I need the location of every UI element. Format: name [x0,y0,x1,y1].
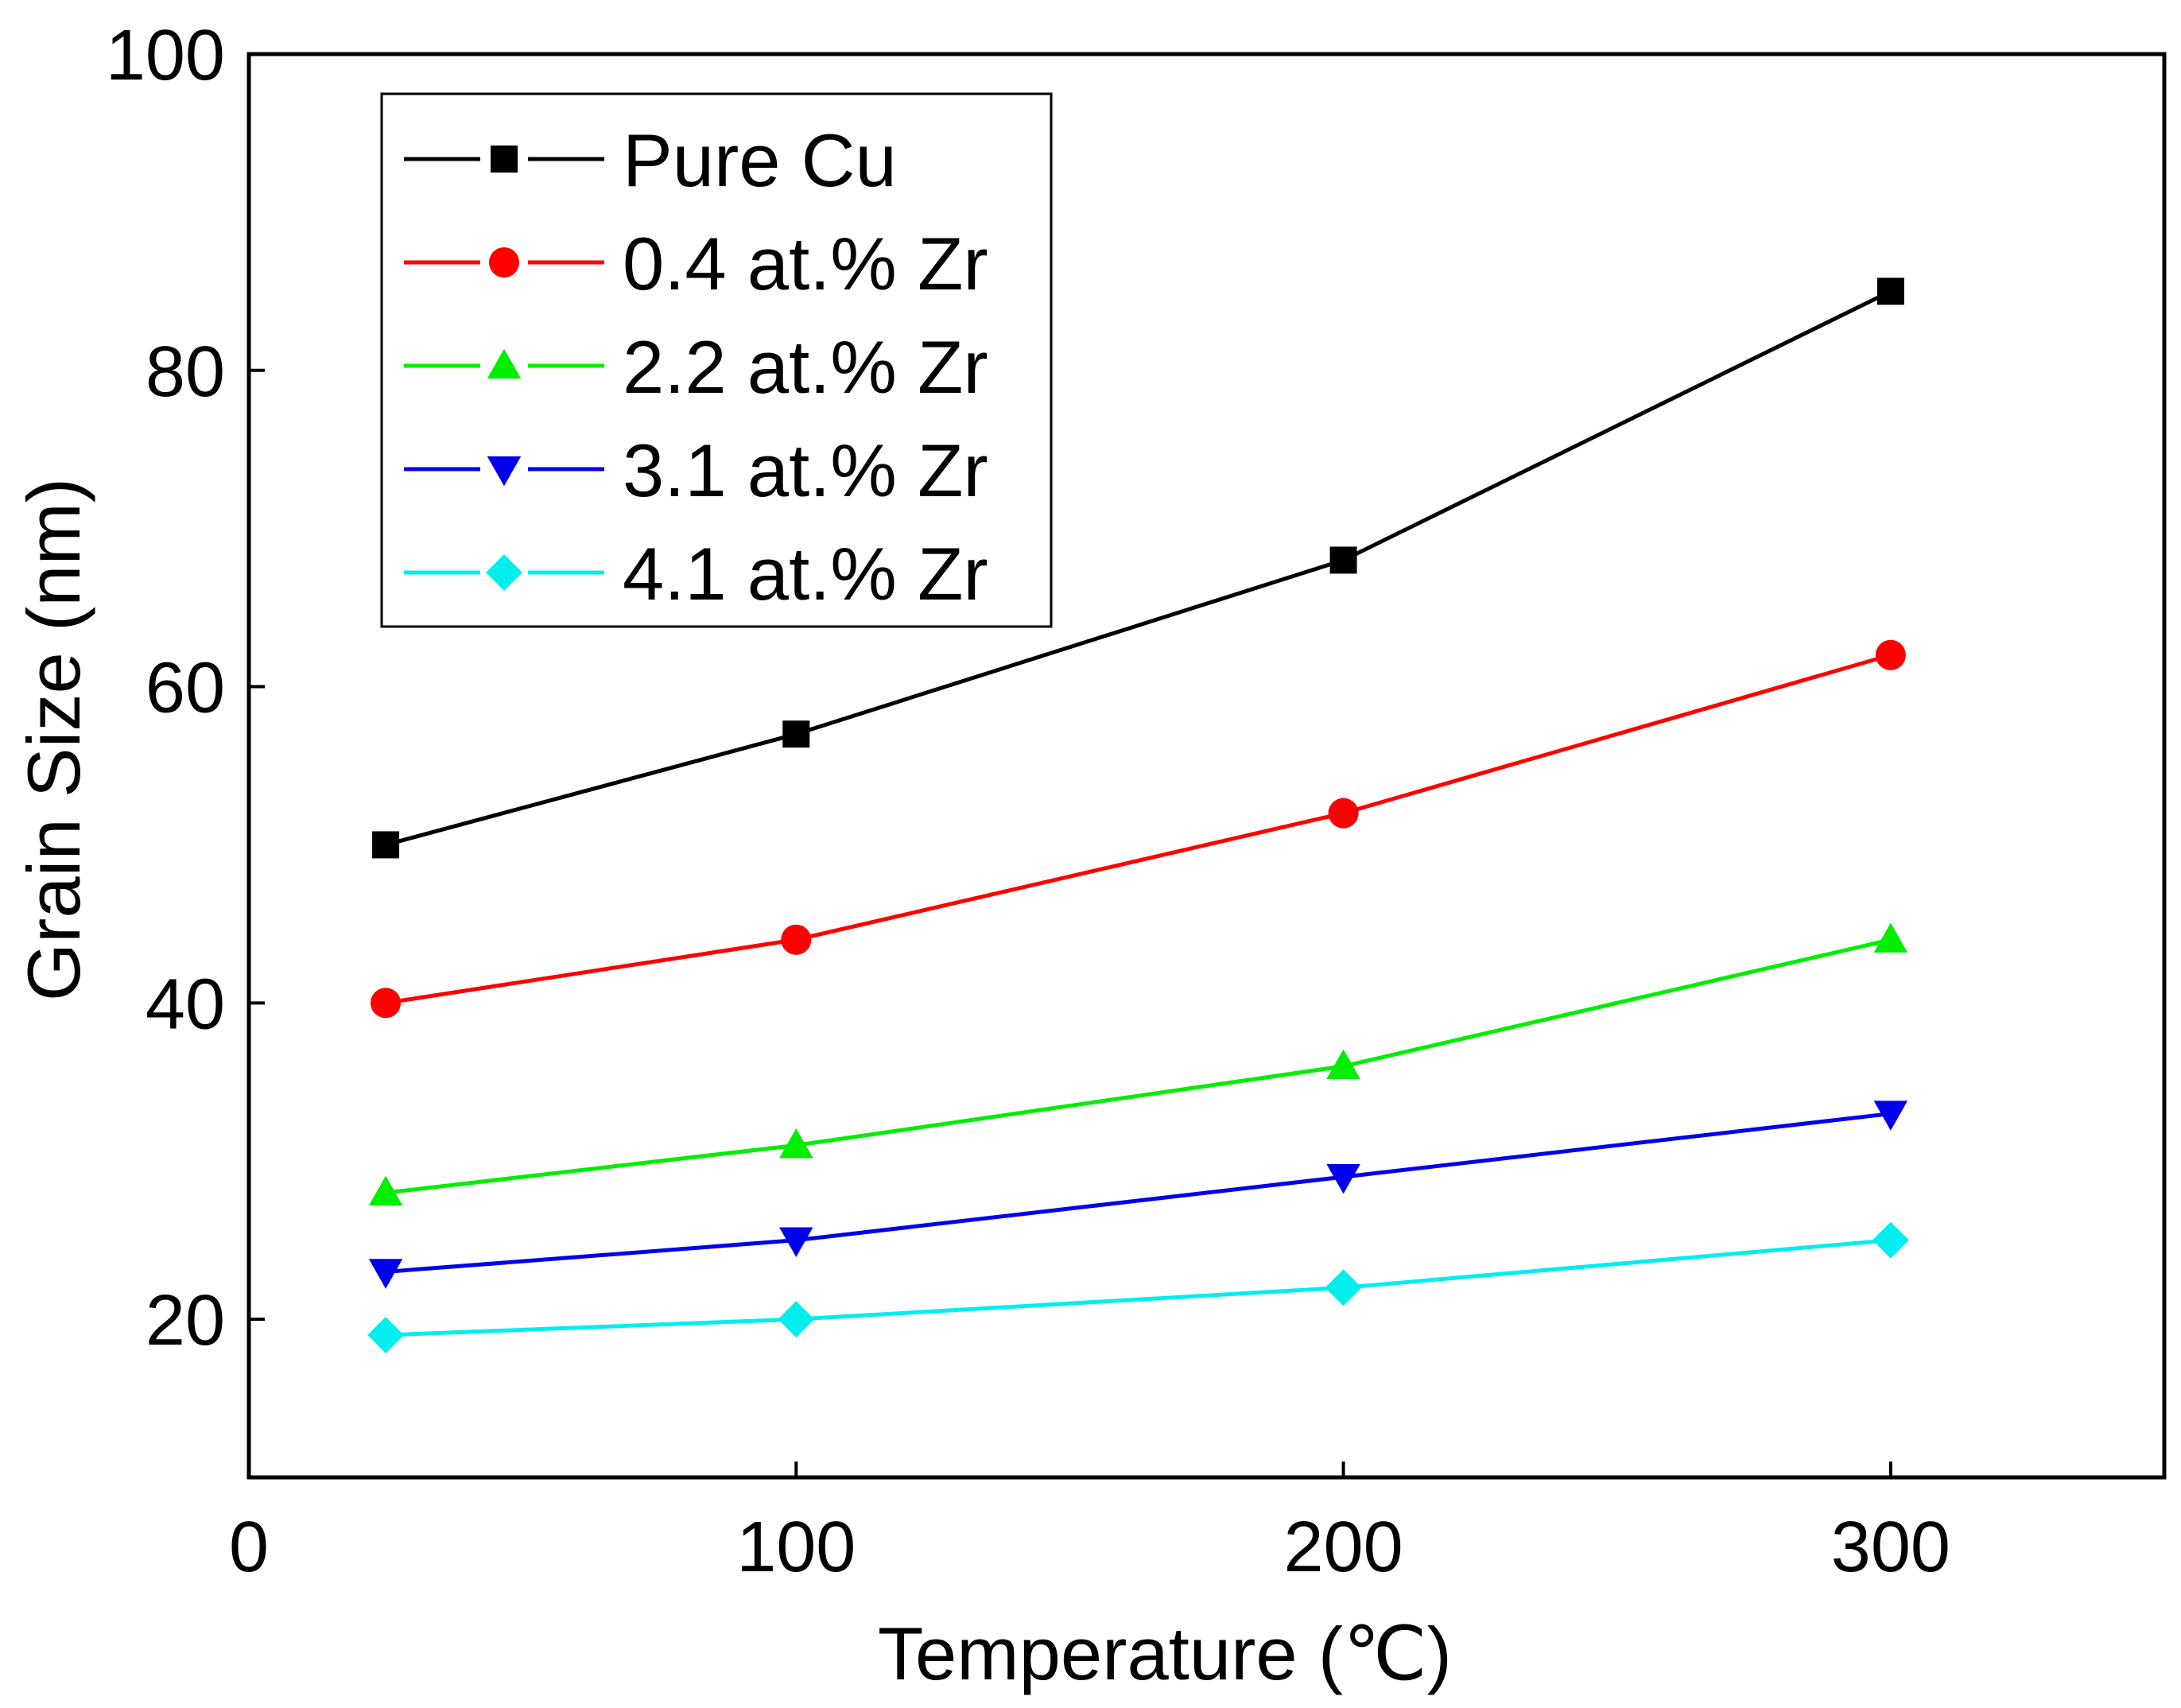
legend: Pure Cu 0.4 at.% Zr 2.2 at.% Zr 3.1 at.% Zr… [380,92,1053,628]
series-0 [372,278,1904,859]
legend-marker [491,146,518,173]
data-point [1329,546,1357,574]
legend-label: 0.4 at.% Zr [623,222,988,305]
legend-label: Pure Cu [623,118,897,202]
data-point [1326,1163,1360,1194]
x-tick-label: 100 [736,1508,856,1587]
series-2 [368,922,1908,1206]
y-axis-title: Grain Size (nm) [12,478,95,1001]
legend-marker [487,348,522,379]
x-axis-title: Temperature (℃) [878,1612,1452,1695]
series-line [385,653,1892,1005]
data-point [1873,922,1908,953]
data-point [368,1175,403,1206]
data-point [779,1227,813,1257]
data-point [1326,1049,1360,1080]
y-tick-label: 20 [146,1281,225,1361]
x-tick-label: 200 [1283,1508,1403,1587]
legend-entry: Pure Cu [404,118,897,202]
series-line [385,1112,1892,1274]
data-point [372,831,400,859]
legend-label: 3.1 at.% Zr [623,429,988,512]
plot-frame [246,52,2167,1480]
data-point [782,720,810,748]
data-point [1328,798,1359,829]
data-point [371,988,402,1019]
legend-marker [488,246,520,278]
legend-label: 4.1 at.% Zr [623,532,988,615]
data-point [1872,1221,1909,1259]
legend-entry: 2.2 at.% Zr [404,325,988,409]
legend-entry: 4.1 at.% Zr [404,532,988,615]
data-point [1873,1100,1908,1131]
y-tick-label: 100 [106,16,225,95]
data-point [368,1259,403,1289]
x-tick-label: 0 [229,1508,269,1587]
series-line [385,289,1892,847]
y-tick-label: 40 [146,965,225,1044]
legend-marker [487,456,522,487]
legend-marker [486,554,522,591]
series-line [385,937,1892,1195]
legend-entry: 3.1 at.% Zr [404,429,988,512]
series-3 [368,1100,1908,1289]
data-point [1876,278,1904,305]
legend-entry: 0.4 at.% Zr [404,222,988,305]
legend-label: 2.2 at.% Zr [623,325,988,409]
data-point [779,1128,813,1159]
series-1 [371,639,1906,1019]
series-layer [367,278,1909,1353]
data-point [781,924,812,955]
data-point [1325,1269,1362,1306]
series-4 [367,1221,1909,1353]
data-point [778,1301,815,1338]
data-point [367,1317,405,1353]
axes-layer: 0 100 200 300 20 40 60 80 100 [106,16,2167,1587]
series-line [385,1238,1892,1337]
y-tick-label: 80 [146,332,225,412]
x-tick-label: 300 [1831,1508,1950,1587]
data-point [1875,639,1906,670]
y-tick-label: 60 [146,649,225,728]
